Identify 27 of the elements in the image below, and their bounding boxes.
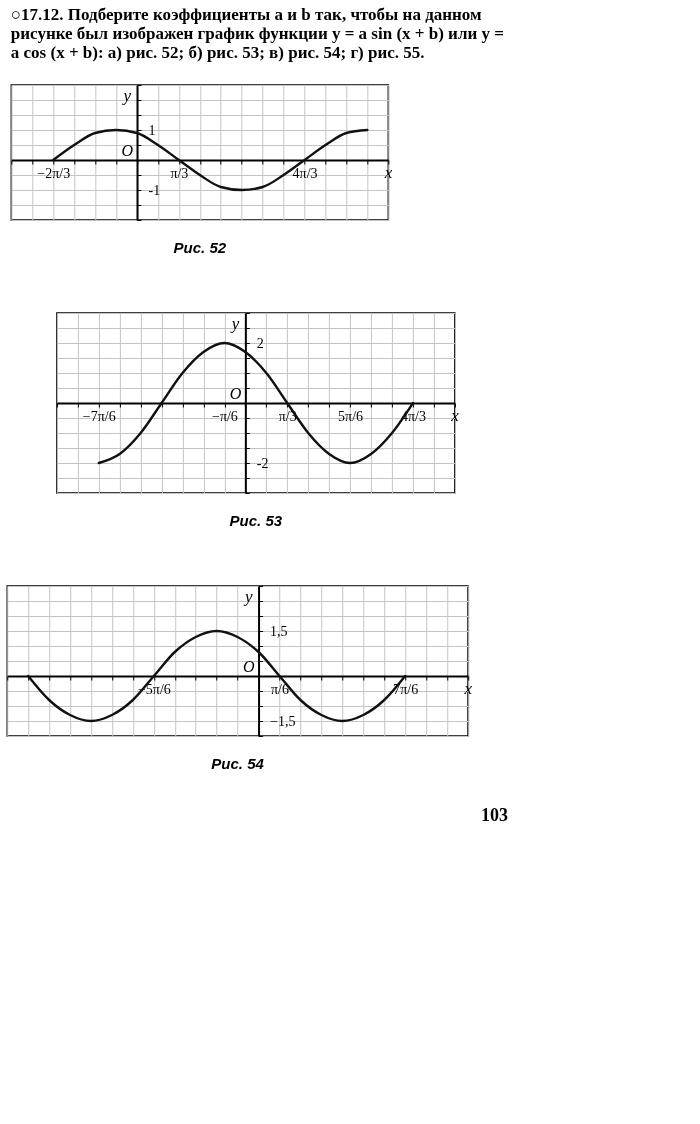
y-tick-label: -1	[148, 182, 161, 198]
chart-title: ○17.12. Подберите коэффициенты a и b так, чтобы на данном рисунке был изображен график функции y = a sin (x + b) или y = a cos (x + b): а) рис. 52; б) рис. 53; в) рис. 54; г) рис. 55.	[10, 5, 504, 62]
y-tick-label: -2	[256, 455, 269, 471]
text: 103	[481, 805, 509, 825]
x-axis-title: x	[450, 405, 460, 425]
annotation: O	[243, 658, 255, 675]
y-tick-label: 1,5	[270, 623, 288, 639]
annotation: O	[229, 385, 242, 402]
y-axis-title: y	[229, 313, 240, 333]
annotation: O	[121, 142, 134, 159]
text: Рис. 53	[229, 512, 283, 529]
x-axis-title: x	[383, 162, 393, 182]
y-axis-title: y	[243, 586, 254, 606]
x-tick-label: −2π/3	[37, 165, 71, 181]
x-axis-title: x	[463, 678, 473, 698]
x-tick-label: 4π/3	[292, 165, 318, 181]
y-axis-title: y	[121, 85, 132, 105]
text: Рис. 52	[173, 239, 227, 256]
y-tick-label: 1	[148, 122, 156, 138]
x-tick-label: −7π/6	[82, 408, 116, 424]
y-tick-label: 2	[256, 335, 264, 351]
x-tick-label: −π/6	[211, 408, 238, 424]
x-tick-label: π/3	[170, 165, 189, 181]
x-tick-label: 5π/6	[338, 408, 364, 424]
x-tick-label: 7π/6	[393, 681, 419, 697]
text: Рис. 54	[211, 755, 265, 772]
y-tick-label: −1,5	[270, 713, 296, 729]
